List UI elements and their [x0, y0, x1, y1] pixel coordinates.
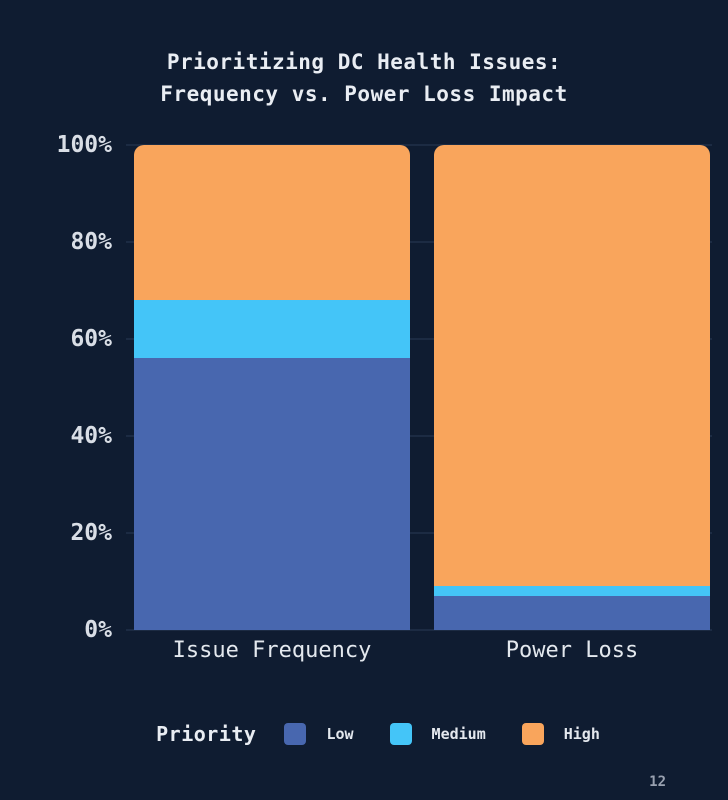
y-tick-label-40: 40% [70, 423, 112, 449]
chart-title-line-2: Frequency vs. Power Loss Impact [160, 82, 568, 106]
bar-segment-issue-frequency-medium [134, 300, 410, 359]
y-tick-label-60: 60% [70, 326, 112, 352]
x-axis-labels: Issue Frequency Power Loss [132, 630, 712, 663]
gridline-20 [126, 532, 712, 534]
bar-segment-issue-frequency-high [134, 145, 410, 301]
legend: Priority Low Medium High [14, 712, 728, 756]
gridline-60 [126, 338, 712, 340]
x-tick-label-issue-frequency: Issue Frequency [172, 638, 372, 663]
bar-segment-issue-frequency-low [134, 358, 410, 630]
chart-title-line-1: Prioritizing DC Health Issues: [166, 50, 562, 74]
legend-item-low: Low [284, 723, 354, 745]
legend-swatch-medium [389, 723, 412, 745]
legend-label-medium: Medium [431, 725, 486, 743]
legend-swatch-low [284, 723, 307, 745]
bars [132, 145, 712, 630]
x-tick-label-power-loss: Power Loss [505, 638, 639, 663]
legend-label-high: High [563, 725, 600, 743]
gridline-0 [126, 629, 712, 631]
y-tick-label-20: 20% [70, 520, 112, 546]
plot-area: 0% 20% 40% 60% 80% 100% Issue Frequency Power … [57, 132, 712, 663]
y-tick-label-0: 0% [84, 617, 112, 643]
gridline-100 [126, 144, 712, 146]
bar-issue-frequency [134, 145, 410, 630]
gridline-40 [126, 435, 712, 437]
bar-segment-power-loss-low [434, 596, 710, 630]
legend-title: Priority [156, 722, 257, 746]
y-tick-label-80: 80% [70, 229, 112, 255]
legend-item-medium: Medium [389, 723, 486, 745]
y-axis-ticks: 0% 20% 40% 60% 80% 100% [57, 132, 712, 643]
y-tick-label-100: 100% [56, 132, 112, 158]
bar-power-loss [434, 145, 710, 630]
bar-segment-power-loss-medium [434, 586, 710, 597]
gridlines [126, 144, 712, 631]
legend-items: Low Medium High [284, 723, 600, 745]
page-number: 12 [649, 774, 666, 790]
gridline-80 [126, 241, 712, 243]
chart-title: Prioritizing DC Health Issues: Frequency… [0, 46, 728, 110]
legend-label-low: Low [326, 725, 354, 743]
legend-item-high: High [521, 723, 600, 745]
bar-segment-power-loss-high [434, 145, 710, 587]
legend-swatch-high [521, 723, 544, 745]
